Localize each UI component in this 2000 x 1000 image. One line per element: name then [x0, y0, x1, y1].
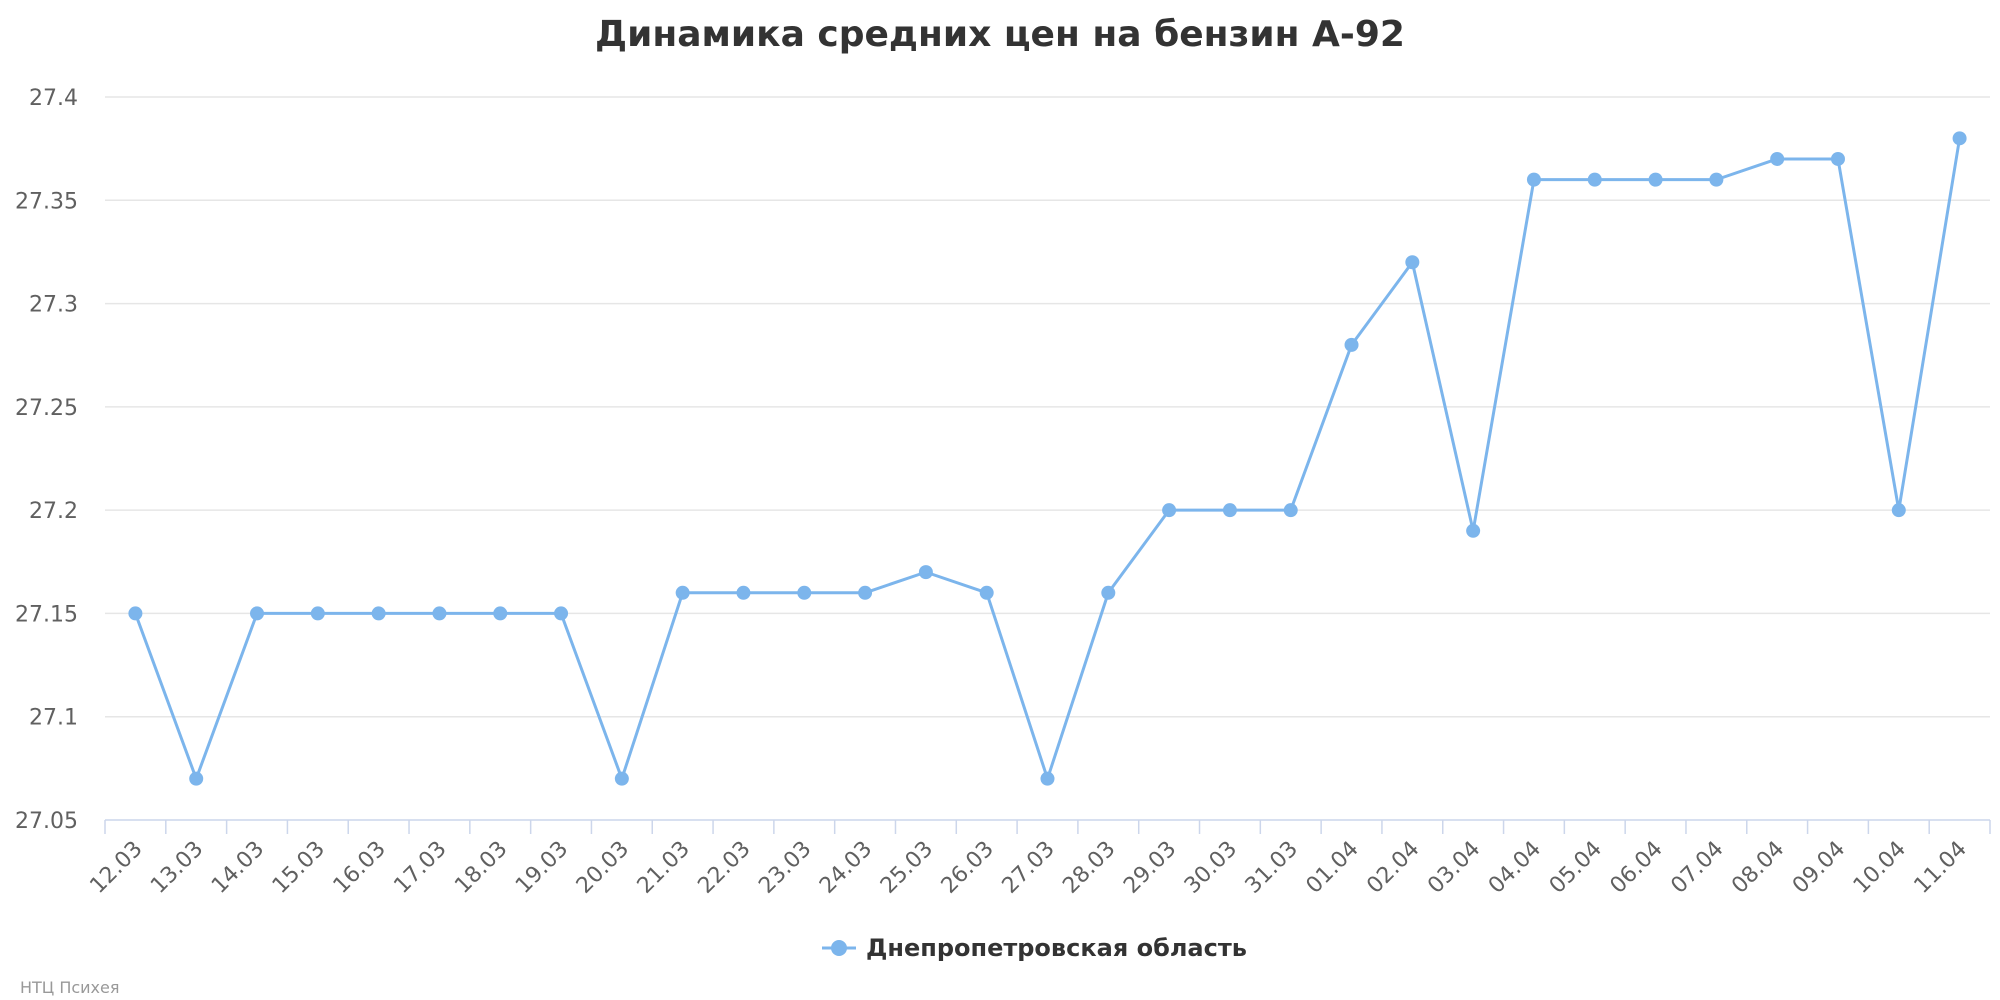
x-tick-label: 10.04	[1849, 837, 1911, 899]
data-point[interactable]	[1040, 771, 1055, 786]
x-tick-label: 27.03	[998, 837, 1060, 899]
x-tick-label: 21.03	[633, 837, 695, 899]
data-point[interactable]	[858, 585, 873, 600]
x-tick-label: 03.04	[1423, 837, 1485, 899]
series-line	[133, 136, 1962, 781]
data-point[interactable]	[1162, 503, 1177, 518]
data-point[interactable]	[1344, 337, 1359, 352]
data-point[interactable]	[918, 565, 933, 580]
x-tick-label: 15.03	[268, 837, 330, 899]
data-point[interactable]	[250, 606, 265, 621]
data-point[interactable]	[1526, 172, 1541, 187]
x-tick-label: 11.04	[1910, 837, 1972, 899]
data-point[interactable]	[1648, 172, 1663, 187]
legend-label: Днепропетровская область	[866, 934, 1247, 962]
data-point[interactable]	[189, 771, 204, 786]
data-point[interactable]	[1709, 172, 1724, 187]
data-point[interactable]	[554, 606, 569, 621]
x-tick-label: 30.03	[1180, 837, 1242, 899]
data-point[interactable]	[1222, 503, 1237, 518]
y-tick-label: 27.2	[29, 499, 78, 524]
y-tick-label: 27.4	[29, 86, 78, 111]
data-point[interactable]	[1283, 503, 1298, 518]
y-tick-label: 27.25	[15, 396, 78, 421]
data-point[interactable]	[310, 606, 325, 621]
x-tick-label: 17.03	[389, 837, 451, 899]
data-point[interactable]	[1405, 255, 1420, 270]
legend[interactable]: Днепропетровская область	[822, 934, 1247, 962]
chart-title: Динамика средних цен на бензин А-92	[595, 14, 1405, 55]
x-tick-label: 22.03	[693, 837, 755, 899]
x-tick-label: 07.04	[1666, 837, 1728, 899]
data-point[interactable]	[432, 606, 447, 621]
data-point[interactable]	[1770, 151, 1785, 166]
credits-label[interactable]: НТЦ Психея	[20, 978, 119, 997]
legend-marker	[831, 940, 847, 956]
data-point[interactable]	[1466, 523, 1481, 538]
data-point[interactable]	[797, 585, 812, 600]
x-tick-label: 01.04	[1302, 837, 1364, 899]
x-tick-label: 18.03	[450, 837, 512, 899]
x-tick-label: 14.03	[207, 837, 269, 899]
data-point[interactable]	[1952, 131, 1967, 146]
y-tick-label: 27.1	[29, 706, 78, 731]
grid-layer	[105, 96, 1990, 718]
x-tick-label: 08.04	[1727, 837, 1789, 899]
y-tick-label: 27.3	[29, 293, 78, 318]
data-point[interactable]	[1830, 151, 1845, 166]
x-tick-label: 12.03	[85, 837, 147, 899]
x-tick-label: 26.03	[937, 837, 999, 899]
data-point[interactable]	[1891, 503, 1906, 518]
y-tick-label: 27.35	[15, 189, 78, 214]
data-point[interactable]	[1587, 172, 1602, 187]
x-tick-label: 09.04	[1788, 837, 1850, 899]
x-tick-label: 04.04	[1484, 837, 1546, 899]
x-tick-label: 02.04	[1362, 837, 1424, 899]
y-tick-label: 27.05	[15, 809, 78, 834]
data-point[interactable]	[736, 585, 751, 600]
data-point[interactable]	[675, 585, 690, 600]
x-tick-label: 20.03	[572, 837, 634, 899]
x-tick-label: 05.04	[1545, 837, 1607, 899]
x-tick-label: 25.03	[876, 837, 938, 899]
x-tick-label: 16.03	[329, 837, 391, 899]
series-layer	[128, 131, 1967, 786]
data-point[interactable]	[979, 585, 994, 600]
data-point[interactable]	[493, 606, 508, 621]
data-point[interactable]	[128, 606, 143, 621]
y-tick-label: 27.15	[15, 602, 78, 627]
axis-layer: 27.05 27.1 27.15 27.2 27.25 27.3 27.35 27.4 12.0…	[15, 86, 1991, 899]
x-tick-label: 24.03	[815, 837, 877, 899]
x-tick-label: 06.04	[1606, 837, 1668, 899]
data-point[interactable]	[614, 771, 629, 786]
x-tick-label: 13.03	[146, 837, 208, 899]
data-point[interactable]	[1101, 585, 1116, 600]
x-tick-label: 31.03	[1241, 837, 1303, 899]
x-tick-label: 23.03	[754, 837, 816, 899]
x-tick-label: 19.03	[511, 837, 573, 899]
data-point[interactable]	[371, 606, 386, 621]
x-tick-label: 29.03	[1119, 837, 1181, 899]
x-tick-label: 28.03	[1058, 837, 1120, 899]
